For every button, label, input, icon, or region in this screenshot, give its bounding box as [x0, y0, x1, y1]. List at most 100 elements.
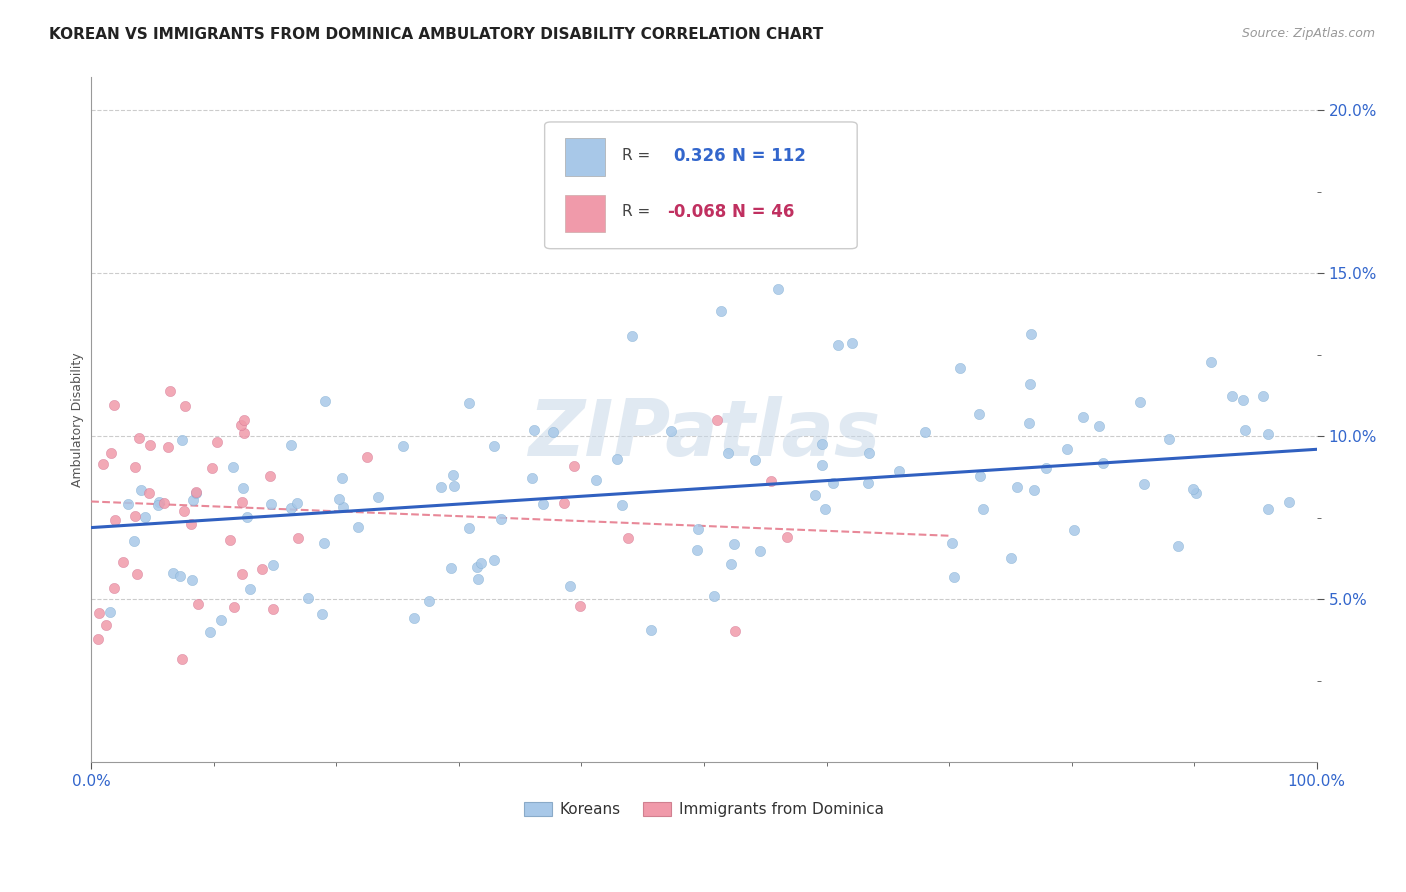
Point — [520, 471, 543, 485]
Point — [1018, 416, 1040, 430]
Point — [181, 493, 204, 508]
Point — [111, 555, 134, 569]
Point — [259, 468, 281, 483]
Point — [766, 281, 789, 295]
Point — [1257, 426, 1279, 441]
Text: ZIPatlas: ZIPatlas — [527, 396, 880, 472]
Point — [122, 533, 145, 548]
Point — [465, 559, 488, 574]
Point — [640, 623, 662, 637]
Point — [457, 521, 479, 535]
Point — [287, 531, 309, 545]
Point — [103, 513, 125, 527]
Point — [720, 557, 742, 571]
Point — [1232, 392, 1254, 407]
Point — [533, 497, 555, 511]
Point — [723, 537, 745, 551]
Point — [441, 468, 464, 483]
Point — [1035, 461, 1057, 475]
Point — [841, 335, 863, 350]
Point — [347, 520, 370, 534]
Point — [146, 498, 169, 512]
Point — [139, 437, 162, 451]
Point — [224, 599, 246, 614]
Point — [606, 452, 628, 467]
Point — [744, 453, 766, 467]
Point — [814, 501, 837, 516]
Point — [418, 593, 440, 607]
Point — [759, 474, 782, 488]
Point — [134, 510, 156, 524]
Legend: Koreans, Immigrants from Dominica: Koreans, Immigrants from Dominica — [519, 796, 890, 823]
Point — [1251, 389, 1274, 403]
Point — [489, 512, 512, 526]
Point — [181, 573, 204, 587]
Point — [94, 617, 117, 632]
FancyBboxPatch shape — [565, 138, 605, 176]
Point — [1234, 423, 1257, 437]
Point — [467, 572, 489, 586]
Point — [568, 599, 591, 614]
Point — [1132, 476, 1154, 491]
Point — [156, 440, 179, 454]
Text: R =: R = — [621, 148, 655, 163]
Point — [260, 497, 283, 511]
Point — [209, 613, 232, 627]
Point — [560, 579, 582, 593]
Point — [470, 557, 492, 571]
Text: N = 112: N = 112 — [733, 146, 806, 164]
Point — [1063, 523, 1085, 537]
Point — [972, 501, 994, 516]
Text: -0.068: -0.068 — [668, 202, 727, 221]
Point — [1019, 326, 1042, 341]
Point — [941, 535, 963, 549]
Point — [229, 418, 252, 433]
Point — [87, 632, 110, 646]
Point — [621, 329, 644, 343]
Point — [804, 488, 827, 502]
Point — [717, 446, 740, 460]
Point — [1000, 551, 1022, 566]
Point — [174, 399, 197, 413]
Point — [252, 562, 274, 576]
Point — [523, 423, 546, 437]
Point — [1182, 482, 1205, 496]
Point — [103, 398, 125, 412]
Point — [562, 458, 585, 473]
FancyBboxPatch shape — [544, 122, 858, 249]
Point — [810, 458, 832, 472]
Point — [138, 486, 160, 500]
Point — [710, 303, 733, 318]
Point — [392, 439, 415, 453]
Point — [356, 450, 378, 465]
Point — [430, 480, 453, 494]
Point — [184, 486, 207, 500]
Point — [404, 611, 426, 625]
Point — [612, 498, 634, 512]
Text: N = 46: N = 46 — [733, 202, 794, 221]
Point — [125, 566, 148, 581]
Point — [332, 500, 354, 515]
Point — [367, 490, 389, 504]
Point — [585, 473, 607, 487]
Point — [967, 408, 990, 422]
Point — [724, 624, 747, 638]
Point — [1005, 480, 1028, 494]
Point — [1129, 394, 1152, 409]
Point — [205, 434, 228, 449]
FancyBboxPatch shape — [565, 194, 605, 233]
Point — [1024, 483, 1046, 498]
Point — [706, 413, 728, 427]
Point — [128, 431, 150, 445]
Point — [703, 590, 725, 604]
Point — [1088, 418, 1111, 433]
Text: 0.326: 0.326 — [673, 146, 725, 164]
Point — [1167, 540, 1189, 554]
Point — [458, 396, 481, 410]
Point — [236, 509, 259, 524]
Point — [1199, 355, 1222, 369]
Text: KOREAN VS IMMIGRANTS FROM DOMINICA AMBULATORY DISABILITY CORRELATION CHART: KOREAN VS IMMIGRANTS FROM DOMINICA AMBUL… — [49, 27, 824, 42]
Point — [482, 553, 505, 567]
Point — [222, 460, 245, 475]
Text: R =: R = — [621, 204, 655, 219]
